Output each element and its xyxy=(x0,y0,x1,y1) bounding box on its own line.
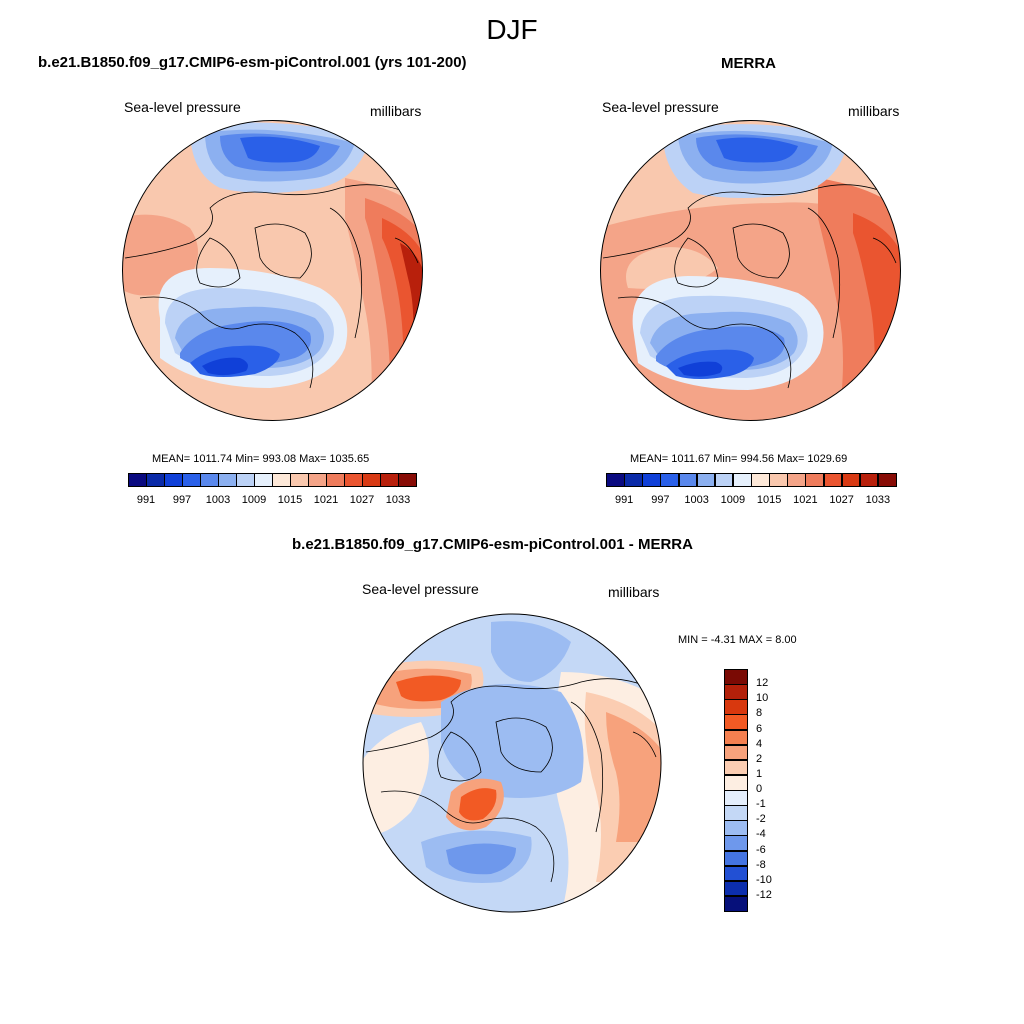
merra-panel-title: MERRA xyxy=(721,55,776,72)
colorbar-cell xyxy=(326,473,345,487)
colorbar-cell xyxy=(724,684,748,700)
colorbar-cell xyxy=(823,473,843,487)
colorbar-cell xyxy=(380,473,399,487)
colorbar-cell xyxy=(606,473,625,487)
diff-colorbar-tick: -12 xyxy=(756,888,772,901)
merra-stats: MEAN= 1011.67 Min= 994.56 Max= 1029.69 xyxy=(630,453,848,465)
model-colorbar-tick: 1027 xyxy=(349,494,375,506)
colorbar-cell xyxy=(254,473,273,487)
colorbar-cell xyxy=(724,790,748,806)
colorbar-cell xyxy=(714,473,734,487)
merra-colorbar-tick: 1015 xyxy=(756,494,782,506)
merra-colorbar-tick: 1003 xyxy=(684,494,709,506)
model-slp-map xyxy=(122,120,423,421)
colorbar-cell xyxy=(362,473,381,487)
diff-colorbar-tick: 12 xyxy=(756,677,769,690)
merra-slp-map xyxy=(600,120,901,421)
colorbar-cell xyxy=(696,473,716,487)
colorbar-cell xyxy=(344,473,363,487)
colorbar-cell xyxy=(724,744,748,761)
model-colorbar-tick: 1021 xyxy=(313,494,339,506)
colorbar-cell xyxy=(724,714,748,731)
diff-colorbar-tick: 2 xyxy=(756,752,763,765)
colorbar-cell xyxy=(724,865,748,882)
diff-colorbar-tick: -8 xyxy=(756,858,766,871)
diff-panel-title: b.e21.B1850.f09_g17.CMIP6-esm-piControl.… xyxy=(292,536,693,553)
colorbar-cell xyxy=(724,729,748,746)
diff-units-label: millibars xyxy=(608,584,660,600)
colorbar-cell xyxy=(724,820,748,836)
merra-colorbar-tick: 1021 xyxy=(793,494,818,506)
figure-title: DJF xyxy=(486,14,538,45)
colorbar-cell xyxy=(218,473,237,487)
colorbar-cell xyxy=(724,699,748,715)
merra-colorbar-tick: 1033 xyxy=(865,494,891,506)
colorbar-cell xyxy=(841,473,861,487)
colorbar-cell xyxy=(724,805,748,821)
merra-colorbar xyxy=(606,473,897,487)
colorbar-cell xyxy=(308,473,327,487)
model-colorbar-tick: 1033 xyxy=(385,494,411,506)
colorbar-cell xyxy=(724,880,748,897)
model-colorbar-tick: 1009 xyxy=(241,494,267,506)
colorbar-cell xyxy=(859,473,879,487)
diff-colorbar-tick: -6 xyxy=(756,843,766,856)
model-colorbar-tick: 1015 xyxy=(277,494,303,506)
diff-colorbar-tick: 4 xyxy=(756,737,763,750)
merra-colorbar-tick: 1009 xyxy=(720,494,746,506)
model-colorbar-tick: 1003 xyxy=(205,494,231,506)
colorbar-cell xyxy=(398,473,417,487)
colorbar-cell xyxy=(182,473,201,487)
diff-colorbar-tick: -10 xyxy=(756,873,772,886)
colorbar-cell xyxy=(236,473,255,487)
colorbar-cell xyxy=(724,759,748,776)
diff-slp-map xyxy=(362,613,662,913)
merra-colorbar-tick: 1027 xyxy=(829,494,854,506)
colorbar-cell xyxy=(724,835,748,852)
colorbar-cell xyxy=(724,850,748,867)
diff-colorbar-tick: -2 xyxy=(756,813,766,826)
model-colorbar-tick: 991 xyxy=(136,494,156,506)
colorbar-cell xyxy=(751,473,770,487)
model-units-label: millibars xyxy=(370,103,422,119)
colorbar-cell xyxy=(624,473,643,487)
colorbar-cell xyxy=(769,473,788,487)
diff-field-label: Sea-level pressure xyxy=(362,581,479,597)
colorbar-cell xyxy=(642,473,661,487)
diff-colorbar-tick: 10 xyxy=(756,692,769,705)
diff-colorbar-tick: 0 xyxy=(756,783,763,795)
diff-colorbar-tick: -1 xyxy=(756,798,766,811)
diff-colorbar xyxy=(724,669,748,912)
colorbar-cell xyxy=(787,473,806,487)
colorbar-cell xyxy=(200,473,219,487)
colorbar-cell xyxy=(724,669,748,685)
merra-field-label: Sea-level pressure xyxy=(602,99,719,115)
colorbar-cell xyxy=(128,473,147,487)
model-panel-title: b.e21.B1850.f09_g17.CMIP6-esm-piControl.… xyxy=(38,54,467,71)
colorbar-cell xyxy=(805,473,825,487)
diff-colorbar-tick: 1 xyxy=(756,767,763,780)
model-colorbar-tick: 997 xyxy=(172,494,192,506)
colorbar-cell xyxy=(290,473,309,487)
merra-colorbar-tick: 991 xyxy=(614,494,634,506)
colorbar-cell xyxy=(678,473,698,487)
colorbar-cell xyxy=(660,473,680,487)
merra-units-label: millibars xyxy=(848,103,900,119)
merra-colorbar-tick: 997 xyxy=(651,494,670,506)
model-field-label: Sea-level pressure xyxy=(124,99,241,115)
colorbar-cell xyxy=(732,473,752,487)
diff-stats: MIN = -4.31 MAX = 8.00 xyxy=(678,634,797,646)
colorbar-cell xyxy=(724,774,748,791)
model-stats: MEAN= 1011.74 Min= 993.08 Max= 1035.65 xyxy=(152,453,370,465)
colorbar-cell xyxy=(164,473,183,487)
colorbar-cell xyxy=(724,895,748,912)
diff-colorbar-tick: 8 xyxy=(756,707,763,720)
colorbar-cell xyxy=(877,473,897,487)
colorbar-cell xyxy=(146,473,165,487)
diff-colorbar-tick: 6 xyxy=(756,722,763,735)
diff-colorbar-tick: -4 xyxy=(756,828,766,841)
model-colorbar xyxy=(128,473,417,487)
colorbar-cell xyxy=(272,473,291,487)
